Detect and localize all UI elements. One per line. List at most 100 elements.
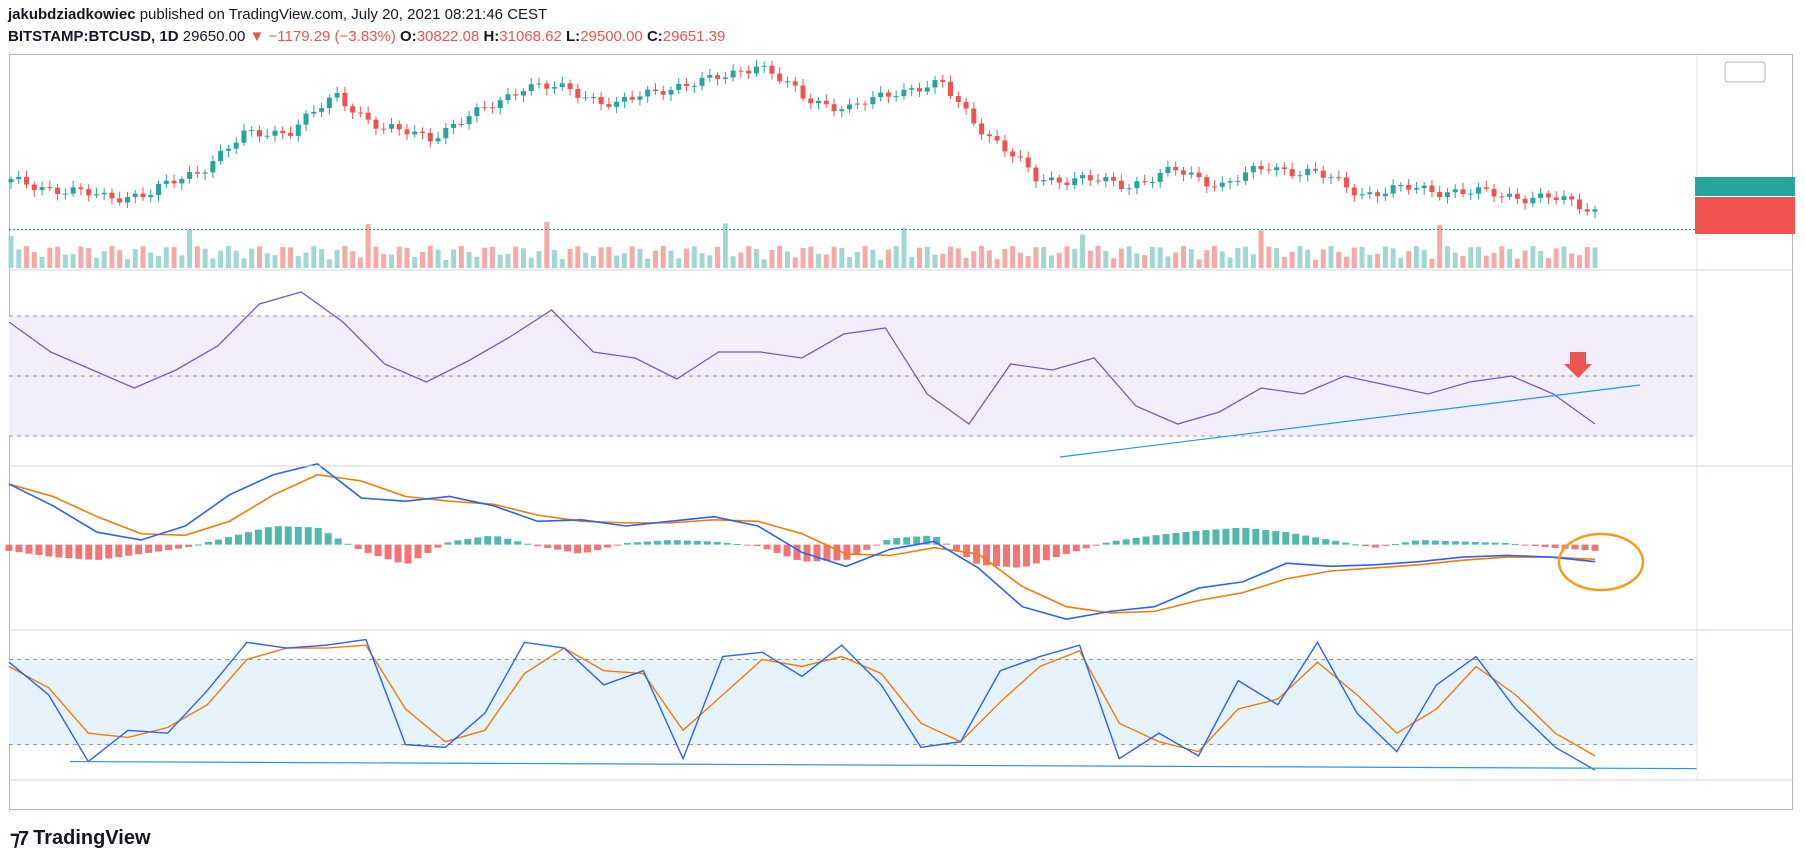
candle-body: [241, 130, 247, 143]
candle-body: [948, 81, 954, 96]
price-line-badge: [1695, 177, 1795, 196]
volume-bar: [986, 250, 992, 268]
volume-bar: [870, 249, 876, 268]
candle-body: [1095, 180, 1101, 182]
volume-bar: [148, 252, 154, 268]
macd-histogram-bar: [1481, 542, 1489, 545]
volume-bar: [1444, 246, 1450, 268]
candle-body: [1219, 182, 1225, 187]
volume-bar: [326, 259, 332, 268]
volume-bar: [1305, 249, 1311, 268]
candle-body: [808, 98, 814, 104]
volume-bar: [528, 257, 534, 268]
volume-bar: [948, 246, 954, 268]
candle-body: [1072, 178, 1078, 186]
candle-body: [187, 172, 193, 179]
volume-bar: [940, 253, 946, 268]
volume-bar: [1103, 250, 1109, 268]
macd-histogram-bar: [35, 544, 43, 556]
candle-body: [1460, 189, 1466, 194]
volume-bar: [536, 251, 542, 268]
candle-body: [1266, 169, 1272, 171]
candle-body: [179, 178, 185, 184]
volume-bar: [699, 253, 705, 268]
candle-body: [1483, 187, 1489, 189]
volume-bar: [715, 247, 721, 268]
candle-body: [1359, 194, 1365, 196]
volume-bar: [746, 246, 752, 268]
macd-histogram-bar: [354, 544, 362, 550]
stoch-pane: [8, 638, 1698, 771]
brand-name: TradingView: [33, 827, 151, 849]
volume-bar: [1538, 250, 1544, 268]
volume-bar: [621, 253, 627, 268]
candle-body: [885, 92, 891, 97]
volume-bar: [1204, 249, 1210, 268]
volume-bar: [1266, 246, 1272, 268]
candle-body: [924, 87, 930, 92]
macd-histogram-bar: [1431, 540, 1439, 545]
volume-bar: [1460, 255, 1466, 268]
macd-histogram-bar: [653, 540, 661, 545]
macd-histogram-bar: [484, 536, 492, 545]
candle-body: [256, 130, 262, 137]
candle-body: [909, 88, 915, 90]
annotations: [1557, 352, 1645, 592]
volume-bar: [303, 252, 309, 268]
volume-bar: [280, 247, 286, 268]
volume-bar: [350, 251, 356, 268]
volume-bar: [241, 258, 247, 268]
volume-bar: [1429, 258, 1435, 268]
volume-bar: [24, 246, 30, 268]
candle-body: [148, 195, 154, 198]
candle-body: [940, 79, 946, 82]
volume-bar: [854, 251, 860, 268]
low-label: L:: [566, 28, 581, 45]
candle-body: [1561, 196, 1567, 201]
macd-histogram-bar: [234, 534, 242, 545]
candle-body: [986, 134, 992, 137]
macd-histogram-bar: [1022, 544, 1030, 567]
volume-bar: [590, 256, 596, 268]
candle-body: [1328, 177, 1334, 179]
candle-body: [1025, 157, 1031, 168]
candle-body: [1048, 177, 1054, 181]
volume-bar: [1576, 255, 1582, 268]
macd-histogram-bar: [584, 544, 592, 553]
macd-histogram-bar: [324, 533, 332, 545]
macd-histogram-bar: [923, 535, 931, 545]
author-name[interactable]: jakubdziadkowiec: [8, 6, 136, 23]
volume-bar: [1569, 253, 1575, 268]
candle-body: [528, 84, 534, 92]
volume-bar: [1017, 252, 1023, 268]
macd-histogram-bar: [434, 544, 442, 548]
macd-histogram-bar: [85, 544, 93, 560]
macd-histogram-bar: [673, 540, 681, 545]
macd-histogram-bar: [933, 536, 941, 545]
volume-bar: [1064, 246, 1070, 268]
macd-histogram-bar: [214, 539, 222, 545]
macd-histogram-bar: [544, 544, 552, 548]
candle-body: [1444, 192, 1450, 198]
candle-body: [8, 179, 14, 183]
symbol-label[interactable]: BITSTAMP:BTCUSD, 1D: [8, 28, 179, 45]
volume-bar: [1320, 249, 1326, 268]
macd-histogram-bar: [783, 544, 791, 557]
volume-bar: [520, 248, 526, 268]
volume-bar: [753, 249, 759, 268]
candle-body: [1289, 169, 1295, 177]
macd-histogram-bar: [1192, 530, 1200, 545]
candle-body: [1017, 156, 1023, 158]
macd-histogram-bar: [743, 544, 751, 546]
candle-body: [117, 198, 123, 203]
candle-body: [482, 107, 488, 109]
tradingview-logo[interactable]: ⁊7 TradingView: [10, 826, 151, 851]
candle-body: [583, 97, 589, 99]
candle-body: [668, 89, 674, 95]
volume-bar: [1452, 252, 1458, 268]
candle-body: [350, 106, 356, 113]
macd-histogram-bar: [294, 526, 302, 545]
open-label: O:: [400, 28, 417, 45]
macd-histogram-bar: [155, 544, 163, 552]
